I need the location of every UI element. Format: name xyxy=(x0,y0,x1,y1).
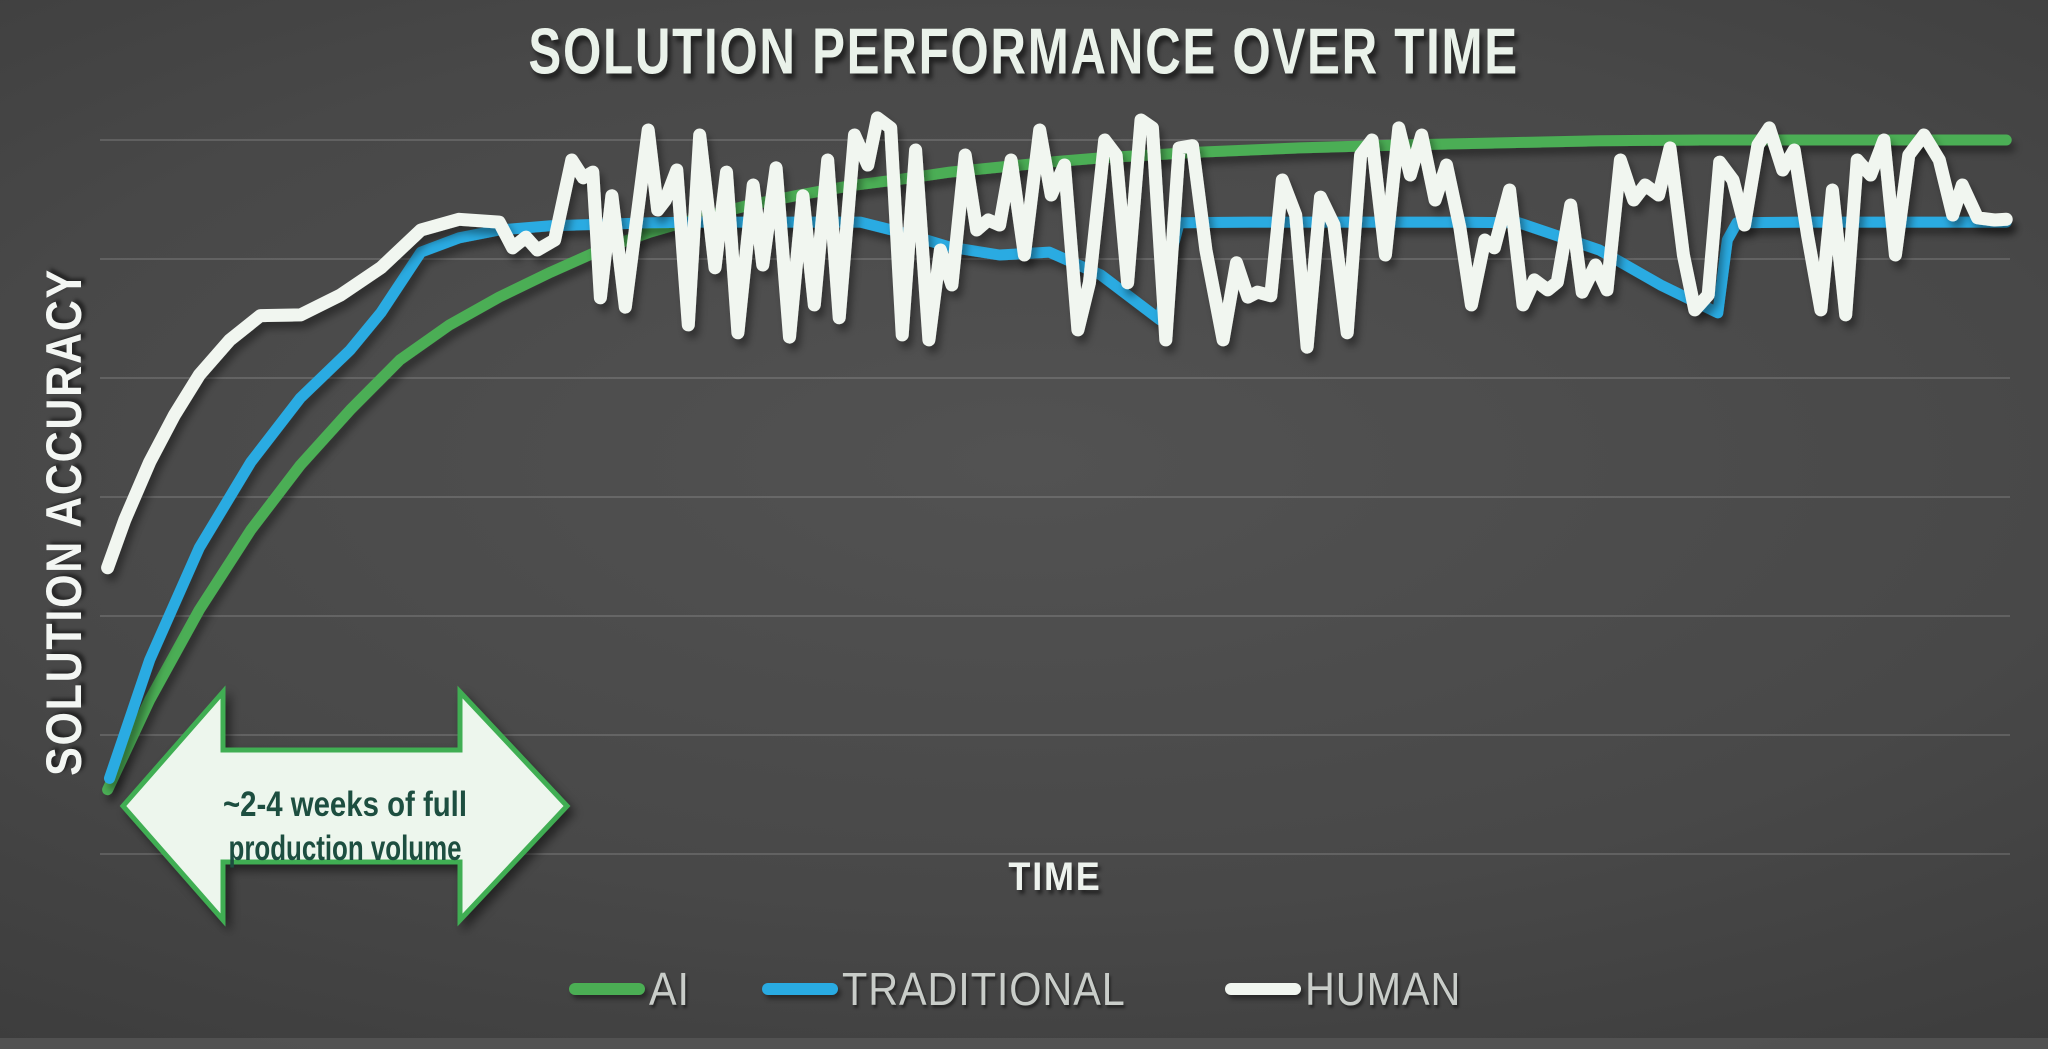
series-line-ai xyxy=(102,134,2012,796)
annotation-text-line-2: production volume xyxy=(229,829,462,868)
series-line-human xyxy=(101,111,2013,575)
production-volume-annotation: ~2-4 weeks of full production volume xyxy=(119,685,571,927)
chart-title: SOLUTION PERFORMANCE OVER TIME xyxy=(0,14,2048,88)
x-axis-title: TIME xyxy=(1008,855,1101,900)
y-axis-title-text: SOLUTION ACCURACY xyxy=(36,268,92,776)
double-arrow-shape xyxy=(119,685,571,927)
legend-swatch-human xyxy=(1225,983,1302,995)
series-line-traditional xyxy=(104,216,2012,784)
legend-swatch-ai xyxy=(568,983,645,995)
legend-label-ai: AI xyxy=(648,963,690,1015)
legend: AI TRADITIONAL HUMAN xyxy=(0,962,2048,1016)
legend-item-human: HUMAN xyxy=(1225,962,1479,1016)
legend-item-ai: AI xyxy=(568,962,694,1016)
x-axis-title-text: TIME xyxy=(1008,855,1102,899)
annotation-text-line-1: ~2-4 weeks of full xyxy=(223,785,467,824)
legend-label-traditional: TRADITIONAL xyxy=(842,963,1126,1015)
legend-label-human: HUMAN xyxy=(1305,963,1462,1015)
chart-series xyxy=(101,111,2013,796)
legend-item-traditional: TRADITIONAL xyxy=(762,962,1157,1016)
y-axis-title: SOLUTION ACCURACY xyxy=(35,268,93,776)
legend-swatch-traditional xyxy=(762,983,839,995)
slide-bottom-edge xyxy=(0,1038,2048,1049)
chart-title-text: SOLUTION PERFORMANCE OVER TIME xyxy=(528,15,1520,88)
